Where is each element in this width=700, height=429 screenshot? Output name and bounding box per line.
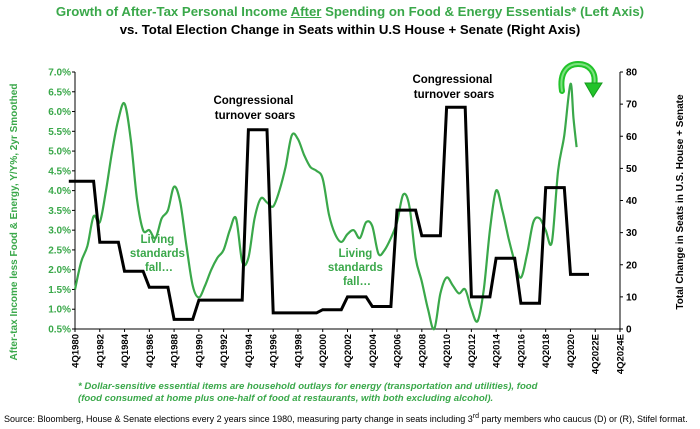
income-growth-line xyxy=(73,82,578,331)
right-axis-ticks: 0 10 20 30 40 50 60 70 80 xyxy=(620,68,638,336)
x-tick-label: 4Q2008 xyxy=(417,334,428,368)
right-tick-label: 80 xyxy=(626,68,638,79)
left-tick-label: 0.5% xyxy=(48,325,71,336)
left-axis-ticks: 0.5% 1.0% 1.5% 2.0% 2.5% 3.0% 3.5% 4.0% 4.5% 5.0%… xyxy=(48,68,75,336)
left-tick-label: 4.0% xyxy=(48,186,71,197)
x-tick-label: 4Q2024E xyxy=(616,334,627,374)
x-tick-label: 4Q2022E xyxy=(591,334,602,374)
series-group xyxy=(68,82,589,331)
x-tick-label: 4Q2014 xyxy=(492,333,503,368)
left-tick-label: 5.5% xyxy=(48,127,71,138)
chart-title-line1: Growth of After-Tax Personal Income Afte… xyxy=(0,4,700,19)
left-tick-label: 4.5% xyxy=(48,166,71,177)
right-tick-label: 40 xyxy=(626,196,638,207)
left-tick-label: 2.5% xyxy=(48,245,71,256)
curved-arrow-down-icon xyxy=(558,60,603,98)
title-part-3: Spending on Food & Energy Essentials* (L… xyxy=(321,4,645,19)
left-tick-label: 2.0% xyxy=(48,265,71,276)
annotation-living-1: Living standards fall… xyxy=(130,234,188,274)
right-tick-label: 0 xyxy=(626,325,632,336)
x-tick-label: 4Q1998 xyxy=(293,334,304,368)
chart-title-line2: vs. Total Election Change in Seats withi… xyxy=(119,22,581,37)
title-part-1: Growth of After-Tax Personal Income xyxy=(55,4,291,19)
x-tick-label: 4Q2010 xyxy=(442,334,453,368)
left-tick-label: 3.0% xyxy=(48,226,71,237)
left-tick-label: 7.0% xyxy=(48,68,71,79)
x-tick-label: 4Q1994 xyxy=(244,333,255,368)
left-axis-label: After-tax Income less Food & Energy, Y/Y… xyxy=(9,84,20,361)
right-tick-label: 60 xyxy=(626,132,638,143)
x-tick-label: 4Q1984 xyxy=(120,333,131,368)
x-tick-label: 4Q1980 xyxy=(71,334,82,368)
x-tick-label: 4Q1982 xyxy=(95,334,106,368)
x-tick-label: 4Q2002 xyxy=(343,334,354,368)
x-tick-label: 4Q2016 xyxy=(516,334,527,368)
right-tick-label: 30 xyxy=(626,228,638,239)
annotation-congress-2: Congressional turnover soars xyxy=(412,74,495,101)
left-tick-label: 3.5% xyxy=(48,206,71,217)
annotation-congress-1: Congressional turnover soars xyxy=(213,95,296,122)
x-tick-label: 4Q2020 xyxy=(566,334,577,368)
source-text-end: party members who caucus (D) or (R), Sti… xyxy=(479,414,688,424)
x-axis-ticks: 4Q1980 4Q1982 4Q1984 4Q1986 4Q1988 4Q1990 4Q19… xyxy=(71,329,627,374)
x-tick-label: 4Q1992 xyxy=(219,334,230,368)
source-note: Source: Bloomberg, House & Senate electi… xyxy=(4,413,698,424)
x-tick-label: 4Q2018 xyxy=(541,334,552,368)
x-tick-label: 4Q2006 xyxy=(393,334,404,368)
plot-frame xyxy=(74,72,621,330)
right-axis-label: Total Change in Seats in U.S. House + Se… xyxy=(675,94,686,310)
right-tick-label: 70 xyxy=(626,100,638,111)
x-tick-label: 4Q1986 xyxy=(145,334,156,368)
source-sup: rd xyxy=(472,413,480,420)
left-tick-label: 1.0% xyxy=(48,305,71,316)
x-tick-label: 4Q1990 xyxy=(194,334,205,368)
annotation-living-2: Living standards fall… xyxy=(328,248,386,288)
x-tick-label: 4Q1996 xyxy=(269,334,280,368)
footnote-line2: (food consumed at home plus one-half of … xyxy=(78,392,494,404)
source-text: Source: Bloomberg, House & Senate electi… xyxy=(4,414,473,424)
x-tick-label: 4Q2000 xyxy=(318,334,329,368)
seats-change-step-line xyxy=(68,105,589,321)
x-tick-label: 4Q1988 xyxy=(170,334,181,368)
right-tick-label: 10 xyxy=(626,292,638,303)
x-tick-label: 4Q2004 xyxy=(368,333,379,368)
title-underlined-word: After xyxy=(290,4,322,19)
left-tick-label: 6.0% xyxy=(48,107,71,118)
left-tick-label: 6.5% xyxy=(48,87,71,98)
footnote: * Dollar-sensitive essential items are h… xyxy=(78,381,638,404)
x-tick-label: 4Q2012 xyxy=(467,334,478,368)
right-tick-label: 50 xyxy=(626,164,638,175)
footnote-line1: * Dollar-sensitive essential items are h… xyxy=(78,381,538,392)
right-tick-label: 20 xyxy=(626,260,638,271)
left-tick-label: 5.0% xyxy=(48,147,71,158)
left-tick-label: 1.5% xyxy=(48,285,71,296)
